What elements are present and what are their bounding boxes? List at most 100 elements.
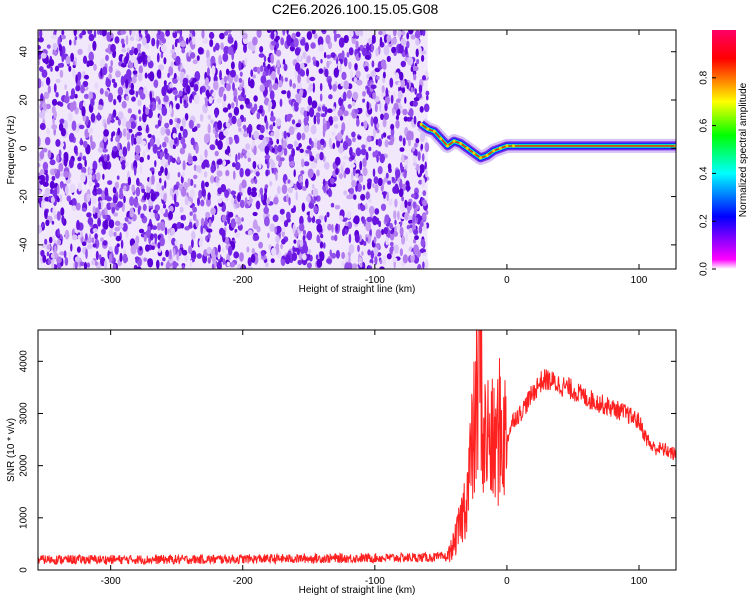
snr-y-tick-label: 2000 xyxy=(19,454,30,477)
noise-speckle xyxy=(392,250,396,260)
noise-speckle xyxy=(262,199,267,206)
noise-speckle xyxy=(315,60,320,68)
noise-speckle xyxy=(399,226,404,236)
noise-speckle xyxy=(141,188,146,193)
noise-speckle xyxy=(38,54,41,60)
noise-speckle xyxy=(117,111,124,120)
track-point xyxy=(479,156,482,160)
noise-speckle xyxy=(51,124,58,130)
noise-speckle xyxy=(97,217,101,227)
noise-speckle xyxy=(79,261,85,267)
noise-speckle xyxy=(51,220,55,225)
noise-speckle xyxy=(190,93,193,100)
noise-speckle xyxy=(281,90,287,95)
noise-speckle xyxy=(133,242,139,250)
noise-speckle xyxy=(413,244,419,255)
noise-speckle xyxy=(98,201,101,210)
noise-speckle xyxy=(275,35,280,41)
snr-x-tick-label: -300 xyxy=(101,576,121,587)
noise-speckle xyxy=(156,101,163,111)
noise-speckle xyxy=(179,30,183,37)
noise-speckle xyxy=(112,186,117,194)
noise-speckle xyxy=(395,115,399,121)
noise-speckle xyxy=(326,258,332,264)
noise-speckle xyxy=(65,153,69,163)
noise-speckle xyxy=(145,107,150,115)
noise-speckle xyxy=(299,175,303,183)
noise-speckle xyxy=(151,245,155,250)
noise-speckle xyxy=(245,143,251,151)
noise-speckle xyxy=(239,71,243,77)
noise-speckle xyxy=(348,30,354,38)
noise-speckle xyxy=(310,124,317,135)
noise-speckle xyxy=(198,189,203,199)
noise-speckle xyxy=(294,104,299,112)
noise-speckle xyxy=(76,246,81,253)
noise-speckle xyxy=(383,45,390,56)
noise-speckle xyxy=(191,36,196,45)
noise-speckle xyxy=(377,177,383,187)
noise-speckle xyxy=(74,36,78,41)
noise-speckle xyxy=(254,178,258,185)
noise-speckle xyxy=(104,187,109,197)
track-point xyxy=(472,151,476,155)
noise-speckle xyxy=(211,65,216,76)
noise-speckle xyxy=(404,212,410,221)
noise-speckle xyxy=(108,92,113,103)
noise-speckle xyxy=(368,146,372,152)
noise-speckle xyxy=(152,225,158,230)
noise-speckle xyxy=(400,60,406,68)
noise-speckle xyxy=(45,103,51,110)
noise-speckle xyxy=(320,146,324,151)
noise-speckle xyxy=(172,262,179,267)
noise-speckle xyxy=(119,252,123,262)
noise-speckle xyxy=(398,188,404,198)
noise-speckle xyxy=(224,220,228,227)
noise-speckle xyxy=(39,150,45,160)
noise-speckle xyxy=(417,263,422,269)
noise-speckle xyxy=(121,48,127,53)
noise-speckle xyxy=(373,37,376,43)
figure-title: C2E6.2026.100.15.05.G08 xyxy=(272,1,439,17)
noise-speckle xyxy=(207,192,211,201)
noise-speckle xyxy=(208,96,213,104)
noise-speckle xyxy=(258,53,265,58)
noise-speckle xyxy=(361,144,366,149)
noise-speckle xyxy=(179,95,183,104)
noise-speckle xyxy=(158,64,165,71)
noise-speckle xyxy=(207,114,212,120)
noise-speckle xyxy=(397,30,402,38)
noise-speckle xyxy=(330,202,335,208)
noise-speckle xyxy=(342,155,349,160)
noise-speckle xyxy=(138,65,143,74)
noise-speckle xyxy=(251,248,255,255)
noise-speckle xyxy=(152,144,158,154)
noise-speckle xyxy=(414,30,421,39)
noise-speckle xyxy=(348,47,354,56)
noise-speckle xyxy=(191,230,196,240)
noise-speckle xyxy=(302,186,307,192)
noise-speckle xyxy=(104,259,108,269)
noise-speckle xyxy=(41,81,44,87)
noise-speckle xyxy=(180,223,185,229)
noise-speckle xyxy=(193,184,197,188)
noise-speckle xyxy=(293,37,299,48)
noise-speckle xyxy=(264,145,270,155)
noise-speckle xyxy=(186,56,192,62)
noise-speckle xyxy=(233,40,238,51)
noise-speckle xyxy=(159,221,166,232)
noise-speckle xyxy=(252,161,257,169)
noise-speckle xyxy=(355,169,361,175)
noise-speckle xyxy=(406,116,412,122)
noise-speckle xyxy=(338,145,344,154)
noise-speckle xyxy=(313,33,318,39)
noise-speckle xyxy=(379,153,386,164)
noise-speckle xyxy=(383,227,388,235)
noise-speckle xyxy=(163,57,167,65)
noise-speckle xyxy=(154,204,160,211)
noise-speckle xyxy=(193,206,197,213)
noise-speckle xyxy=(126,132,131,141)
noise-speckle xyxy=(103,219,109,230)
noise-speckle xyxy=(269,223,276,232)
